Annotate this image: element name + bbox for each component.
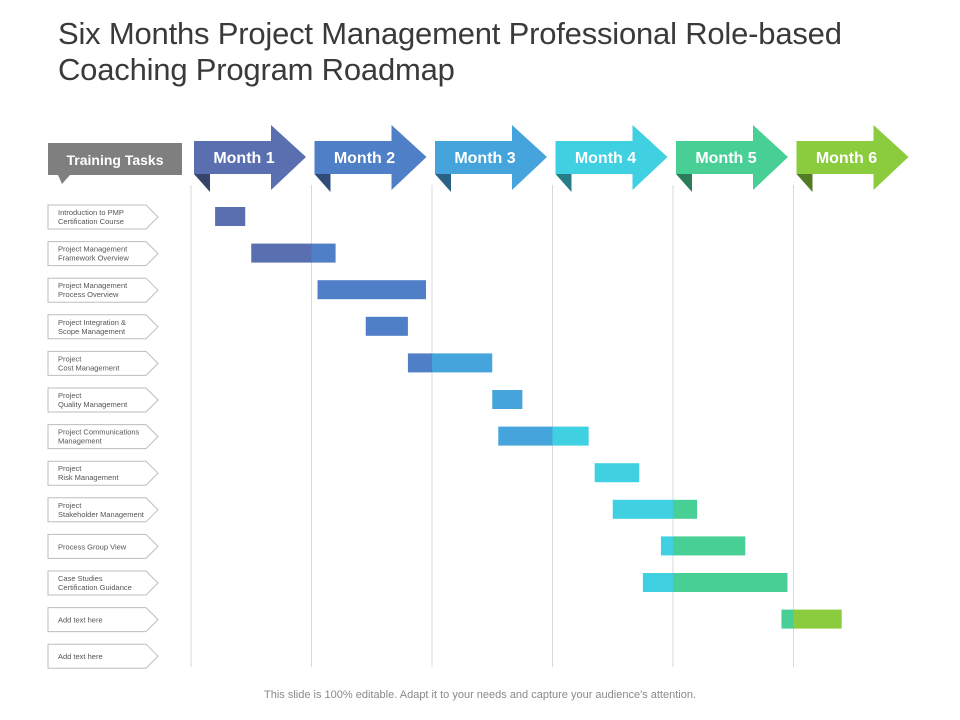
month-arrow-2: Month 2 <box>314 125 427 192</box>
month-gridlines <box>190 185 794 667</box>
task-label-box <box>47 387 159 413</box>
task-bar-5 <box>407 353 493 373</box>
month-arrow-fold <box>194 174 210 192</box>
task-label-line: Project Management <box>58 245 128 254</box>
task-bar-6 <box>492 390 523 409</box>
task-bar-12 <box>781 609 842 629</box>
month-arrow-fold <box>676 174 692 192</box>
task-label-line: Case Studies <box>58 574 103 583</box>
task-label-box <box>47 277 159 303</box>
task-label-line: Risk Management <box>58 473 119 482</box>
task-bar-11 <box>642 573 788 592</box>
task-bars <box>215 207 842 629</box>
task-label-line: Process Group View <box>58 542 127 551</box>
task-label-line: Certification Guidance <box>58 583 132 592</box>
month-arrow-shape <box>194 125 306 190</box>
task-label-box <box>47 314 159 340</box>
month-label: Month 6 <box>816 150 877 167</box>
month-label: Month 1 <box>213 150 274 167</box>
task-label-box <box>47 497 159 523</box>
task-label-line: Add text here <box>58 652 103 661</box>
page-title: Six Months Project Management Profession… <box>58 16 842 87</box>
task-bar-3 <box>317 280 426 300</box>
task-label-line: Certification Course <box>58 217 124 226</box>
task-label-line: Project Management <box>58 281 128 290</box>
task-bar-8 <box>594 463 640 483</box>
training-tasks-header-pointer <box>58 175 70 184</box>
task-label-line: Introduction to PMP <box>58 208 124 217</box>
task-label-box <box>47 204 159 230</box>
training-tasks-header-box <box>48 143 182 175</box>
training-tasks-header-label: Training Tasks <box>67 152 164 168</box>
task-label-line: Framework Overview <box>58 254 129 263</box>
month-arrow-3: Month 3 <box>435 125 547 192</box>
task-bar-4 <box>365 316 408 336</box>
month-label: Month 2 <box>334 150 395 167</box>
month-arrow-1: Month 1 <box>194 125 306 192</box>
task-label-line: Stakeholder Management <box>58 510 145 519</box>
task-label-line: Project Integration & <box>58 318 126 327</box>
task-label-line: Add text here <box>58 616 103 625</box>
month-arrow-4: Month 4 <box>555 125 668 192</box>
month-label: Month 4 <box>575 150 636 167</box>
task-label-line: Project Communications <box>58 428 140 437</box>
task-label-box <box>47 570 159 596</box>
month-arrow-shape <box>555 125 668 190</box>
task-label-line: Management <box>58 437 103 446</box>
task-row: Process Group View <box>47 533 159 559</box>
month-arrows: Month 1 Month 2 Month 3 Month 4 Month 5 Month… <box>194 125 909 192</box>
month-arrow-shape <box>676 125 788 190</box>
month-arrow-6: Month 6 <box>796 125 909 192</box>
month-label: Month 5 <box>695 150 756 167</box>
month-arrow-fold <box>435 174 451 192</box>
task-label-line: Quality Management <box>58 400 128 409</box>
task-label-box <box>47 350 159 376</box>
training-tasks-header: Training Tasks <box>48 143 182 184</box>
task-bar-1 <box>215 207 246 226</box>
task-label-box <box>47 424 159 450</box>
task-label-line: Cost Management <box>58 363 120 372</box>
task-bar-9 <box>612 499 698 519</box>
month-arrow-shape <box>435 125 547 190</box>
task-bar-2 <box>251 243 336 263</box>
month-arrow-shape <box>314 125 427 190</box>
task-label-line: Project <box>58 501 82 510</box>
task-label-line: Project <box>58 464 82 473</box>
task-label-line: Project <box>58 391 82 400</box>
task-bar-7 <box>498 426 589 446</box>
task-label-box <box>47 607 159 633</box>
month-arrow-fold <box>796 174 813 192</box>
task-row: Project Integration &Scope Management <box>47 314 159 340</box>
task-label-box <box>47 643 159 669</box>
task-row: Add text here <box>47 607 159 633</box>
task-label-box <box>47 533 159 559</box>
task-label-line: Project <box>58 354 82 363</box>
month-arrow-fold <box>555 174 572 192</box>
task-bar-10 <box>660 536 746 556</box>
task-label-box <box>47 460 159 486</box>
month-label: Month 3 <box>454 150 515 167</box>
month-arrow-shape <box>796 125 909 190</box>
task-row: Add text here <box>47 643 159 669</box>
task-label-box <box>47 241 159 267</box>
footer-note: This slide is 100% editable. Adapt it to… <box>264 689 696 701</box>
month-arrow-fold <box>314 174 331 192</box>
task-label-line: Process Overview <box>58 290 119 299</box>
task-label-line: Scope Management <box>58 327 126 336</box>
month-arrow-5: Month 5 <box>676 125 788 192</box>
